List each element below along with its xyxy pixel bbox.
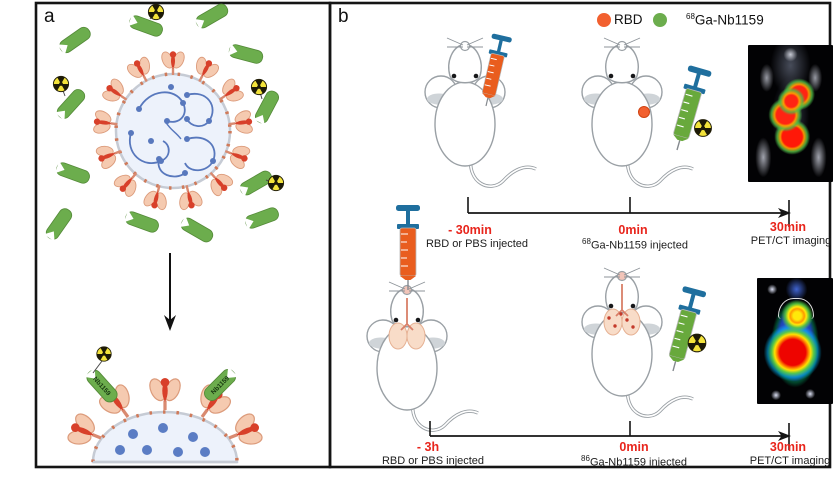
legend-rbd-swatch (597, 13, 611, 27)
legend-rbd-label: RBD (614, 12, 643, 27)
membrane-proteins (114, 72, 232, 190)
timeline-bottom-desc-2: 86Ga-Nb1159 injected (581, 454, 687, 469)
timeline-top-desc-3: PET/CT imaging (750, 235, 832, 247)
rna-nucleoproteins (128, 84, 216, 176)
isotope-sup: 68 (582, 237, 591, 246)
timeline-top-axis (467, 197, 791, 227)
timeline-bottom-time-3: 30min (769, 440, 807, 454)
pet-image-bottom (757, 278, 833, 404)
dome-nucleoproteins (115, 423, 210, 457)
timeline-top-time-2: 0min (618, 223, 648, 237)
timeline-bottom-time-1: - 3h (416, 440, 440, 454)
panel-b-label: b (338, 6, 349, 27)
mouse-2 (580, 36, 695, 188)
mouse-3 (365, 280, 480, 432)
legend-nanobody-swatch (653, 13, 667, 27)
rbd-dot-on-mouse2 (638, 106, 650, 118)
timeline-bottom-axis (429, 421, 791, 450)
down-arrow (164, 253, 176, 331)
lung-lesions-mouse4 (607, 312, 635, 329)
syringe-intranasal-mouse3 (395, 204, 421, 291)
timeline-top-desc-2-text: Ga-Nb1159 injected (590, 239, 688, 252)
timeline-bottom-desc-1: RBD or PBS injected (381, 455, 485, 467)
syringe-tracer-mouse2 (664, 64, 713, 155)
timeline-bottom-desc-3: PET/CT imaging (749, 455, 831, 467)
mouse-1 (423, 36, 538, 188)
panel-a-label: a (44, 6, 55, 27)
legend-isotope-sup: 68 (686, 12, 695, 21)
virus-schematic (89, 49, 257, 214)
timeline-bottom-desc-2-text: Ga-Nb1159 injected (589, 456, 687, 469)
timeline-top-time-3: 30min (769, 220, 807, 234)
legend-nanobody-text: Ga-Nb1159 (694, 12, 764, 28)
panel-b-frame (328, 1, 832, 469)
syringe-tracer-mouse4 (660, 285, 708, 375)
membrane-dome-with-bound-nanobodies: Nb1159 Nb1159 (61, 346, 269, 464)
legend-nanobody-label: 68Ga-Nb1159 (686, 13, 764, 27)
lung-outline-overlay (777, 298, 815, 320)
free-nanobodies (43, 1, 285, 245)
timeline-top-desc-2: 68Ga-Nb1159 injected (582, 237, 688, 252)
timeline-bottom-time-2: 0min (619, 440, 649, 454)
timeline-top-desc-1: RBD or PBS injected (425, 238, 529, 250)
pet-ct-image-top (748, 45, 833, 182)
isotope-sup: 86 (581, 454, 590, 463)
panel-a-frame (34, 1, 332, 469)
timeline-top-time-1: - 30min (448, 223, 492, 237)
